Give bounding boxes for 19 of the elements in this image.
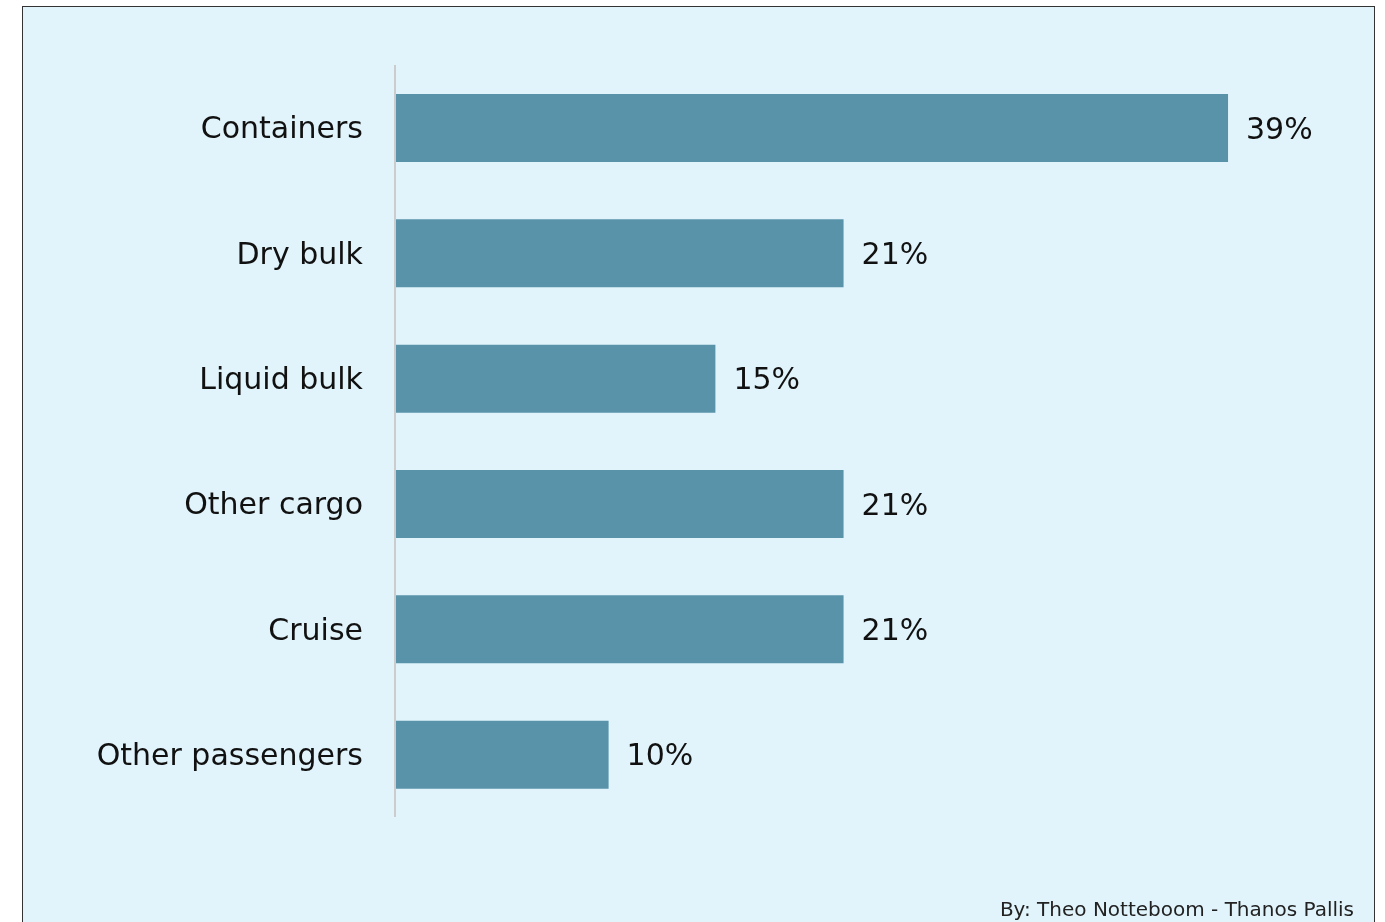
data-label: 21% — [861, 611, 929, 647]
data-label: 21% — [861, 235, 929, 271]
y-tick-label: Liquid bulk — [199, 360, 364, 396]
data-label: 10% — [626, 737, 694, 773]
y-tick-label: Other passengers — [96, 736, 363, 772]
data-label: 21% — [861, 486, 929, 522]
data-label: 39% — [1246, 110, 1313, 146]
bar — [395, 720, 609, 789]
y-tick-label: Cruise — [268, 611, 363, 647]
bar — [395, 595, 844, 664]
bar — [395, 344, 716, 413]
bar — [395, 470, 844, 538]
bar — [395, 219, 844, 288]
y-tick-label: Containers — [200, 110, 363, 146]
y-tick-label: Dry bulk — [236, 235, 364, 271]
y-tick-label: Other cargo — [184, 486, 363, 522]
bar — [395, 94, 1229, 162]
text: By: Theo Notteboom - Thanos Pallis — [999, 897, 1354, 921]
data-label: 15% — [733, 361, 801, 397]
